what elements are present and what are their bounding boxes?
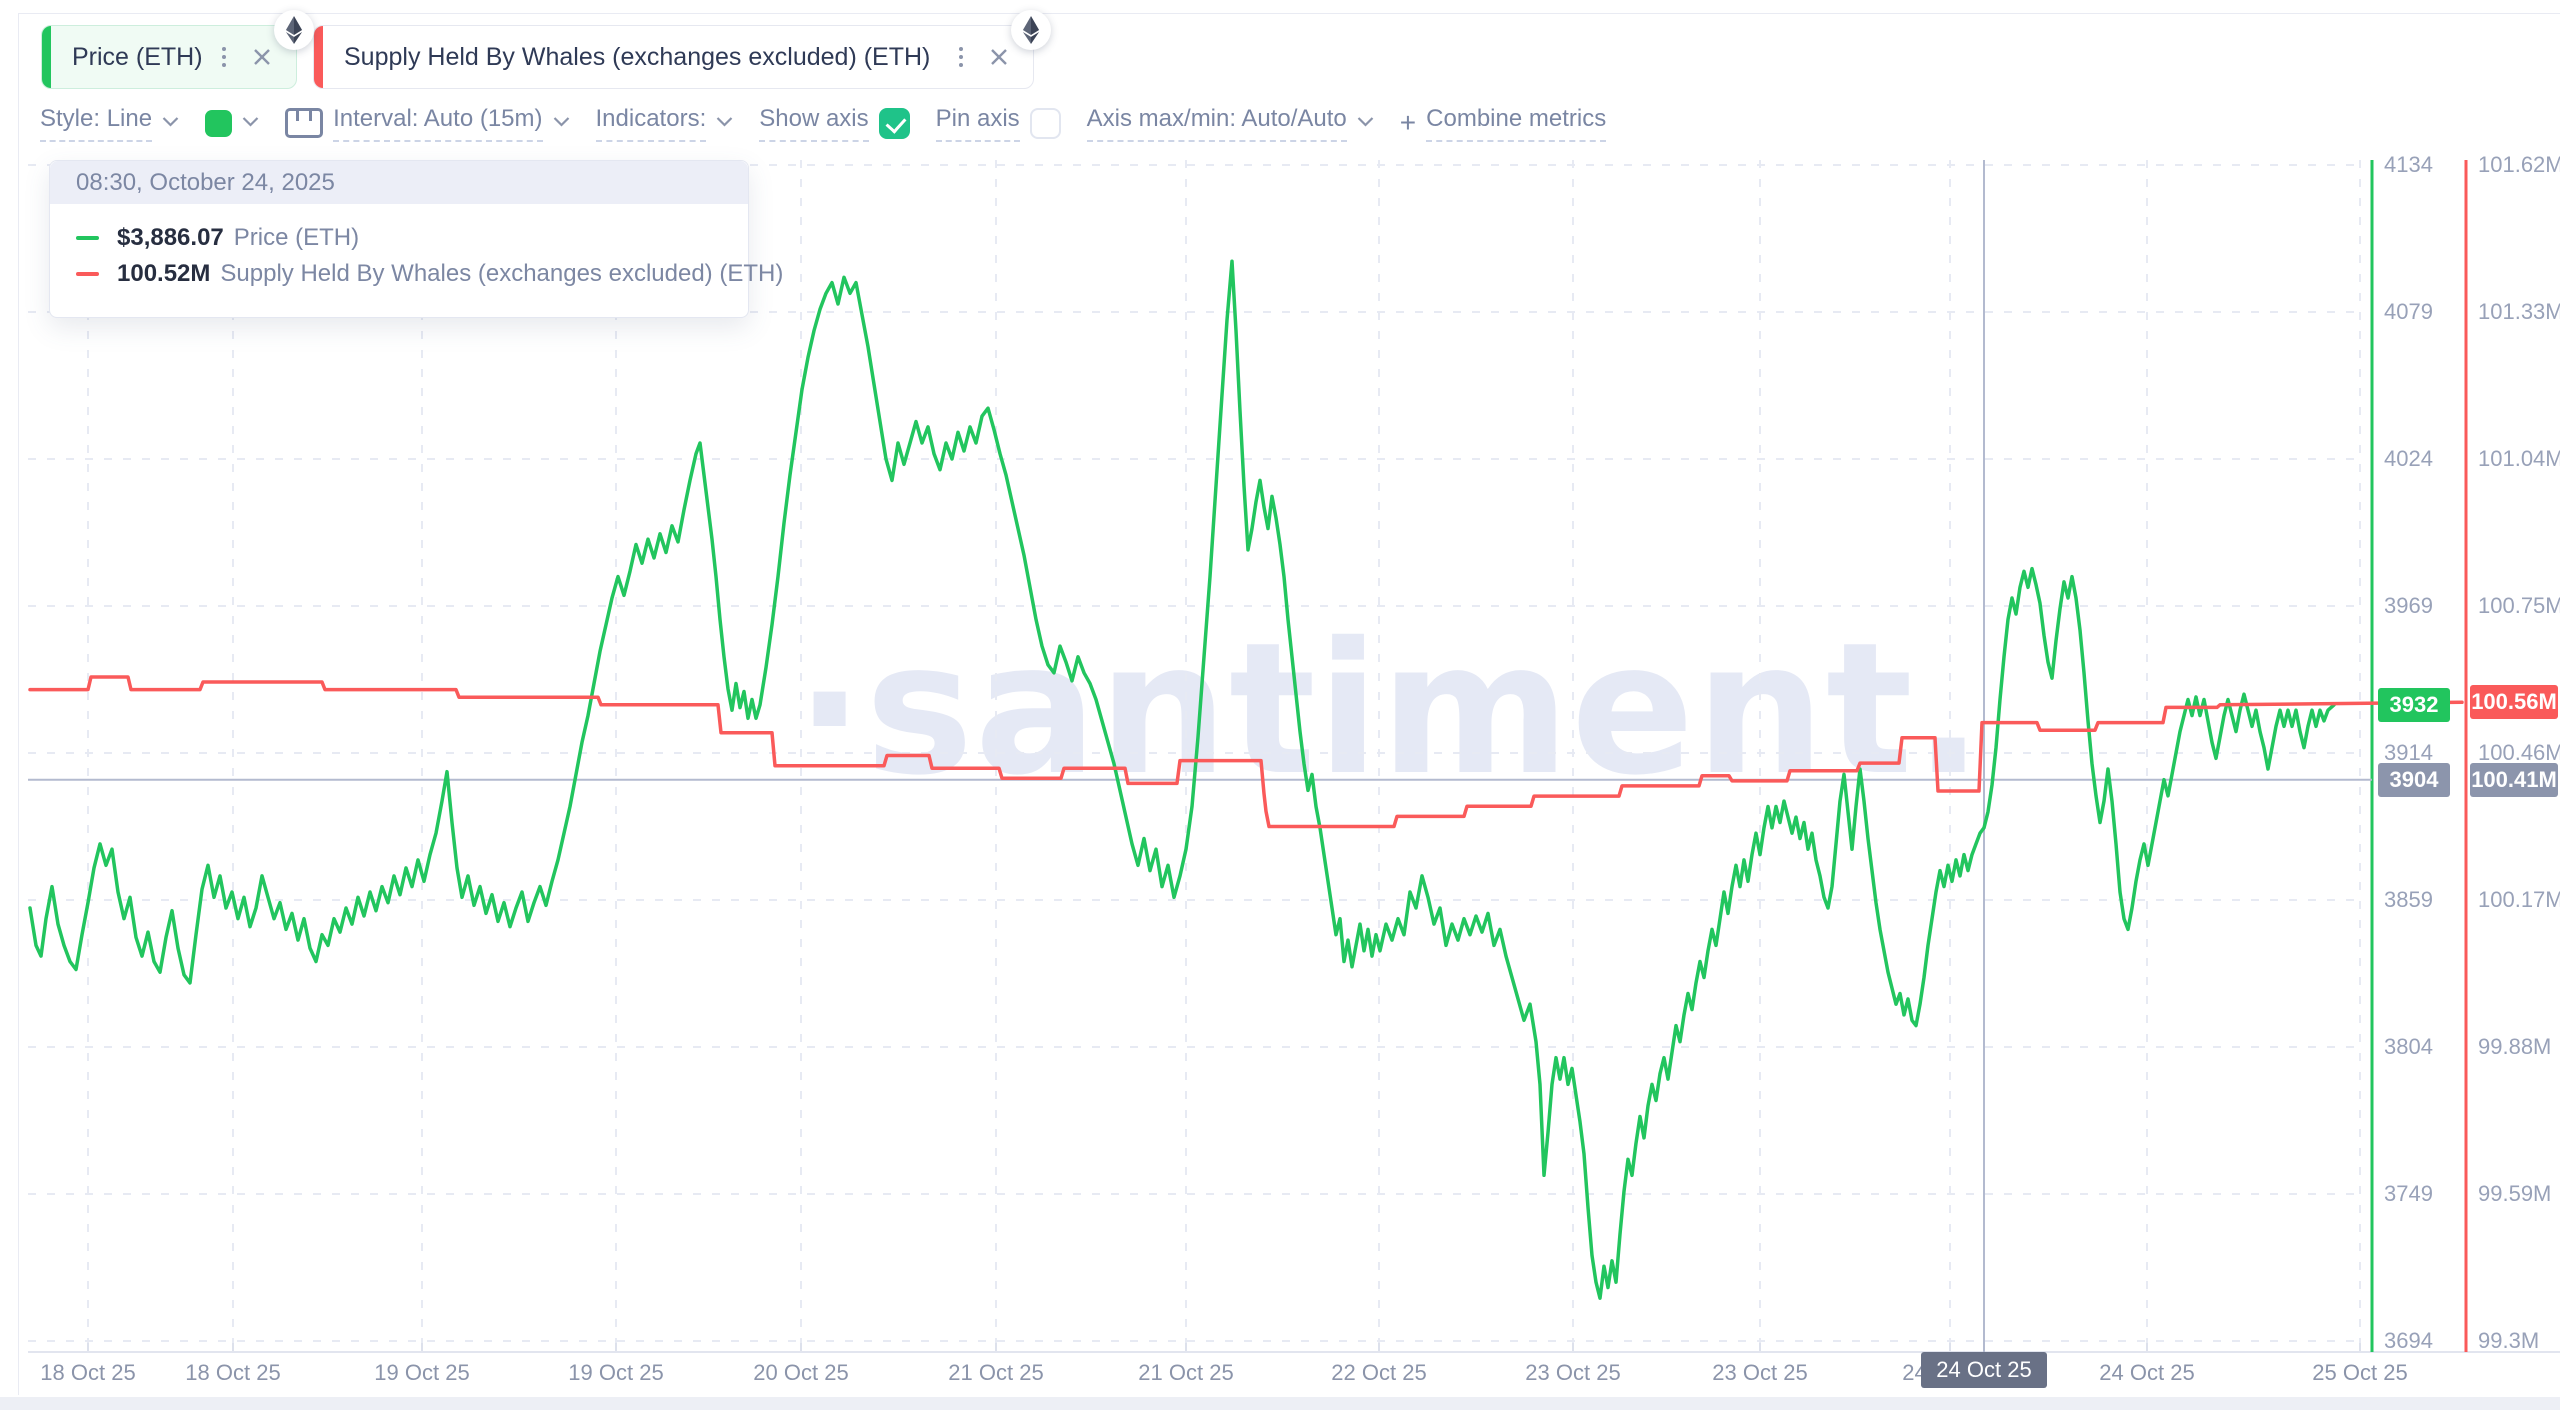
ethereum-icon bbox=[1011, 10, 1051, 50]
chart-tooltip: 08:30, October 24, 2025 $3,886.07 Price (… bbox=[49, 160, 783, 318]
x-axis-date-label: 21 Oct 25 bbox=[1138, 1360, 1234, 1385]
supply-tick-label: 100.17M bbox=[2478, 887, 2560, 912]
price-tick-label: 3804 bbox=[2384, 1034, 2433, 1059]
x-axis-date-label: 23 Oct 25 bbox=[1712, 1360, 1808, 1385]
supply-tick-label: 100.46M bbox=[2478, 740, 2560, 765]
combine-metrics-button[interactable]: + Combine metrics bbox=[1399, 105, 1607, 142]
tab-supply-whales-eth[interactable]: Supply Held By Whales (exchanges exclude… bbox=[313, 25, 1034, 89]
price-tick-label: 3969 bbox=[2384, 593, 2433, 618]
crosshair-date-badge: 24 Oct 25 bbox=[1921, 1352, 2047, 1388]
price-tick-label: 4134 bbox=[2384, 152, 2433, 177]
x-axis-date-label: 24 Oct 25 bbox=[2099, 1360, 2195, 1385]
x-axis-date-label: 20 Oct 25 bbox=[753, 1360, 849, 1385]
interval-label: Interval: Auto (15m) bbox=[333, 105, 543, 142]
legend-dash-icon bbox=[76, 272, 99, 276]
tab-price-eth[interactable]: Price (ETH) bbox=[41, 25, 297, 89]
x-axis-date-label: 23 Oct 25 bbox=[1525, 1360, 1621, 1385]
price-tick-label: 4024 bbox=[2384, 446, 2433, 471]
kebab-menu-icon[interactable] bbox=[955, 43, 967, 71]
supply-tick-label: 101.04M bbox=[2478, 446, 2560, 471]
plus-icon: + bbox=[1399, 107, 1417, 138]
axis-maxmin-dropdown[interactable]: Axis max/min: Auto/Auto bbox=[1086, 105, 1374, 142]
tooltip-timestamp: 08:30, October 24, 2025 bbox=[50, 161, 748, 204]
x-axis-date-label: 22 Oct 25 bbox=[1331, 1360, 1427, 1385]
chevron-down-icon bbox=[553, 116, 569, 127]
panel-top-border bbox=[18, 13, 2560, 14]
supply-tick-label: 99.88M bbox=[2478, 1034, 2552, 1059]
price-tick-label: 3859 bbox=[2384, 887, 2433, 912]
pin-axis-toggle[interactable]: Pin axis bbox=[935, 105, 1061, 142]
style-label: Style: Line bbox=[40, 105, 153, 142]
price-current-badge: 3932 bbox=[2378, 687, 2450, 722]
x-axis-date-label: 18 Oct 25 bbox=[185, 1360, 281, 1385]
tab-label: Supply Held By Whales (exchanges exclude… bbox=[344, 42, 931, 71]
x-axis-date-label: 18 Oct 25 bbox=[40, 1360, 136, 1385]
price-tick-label: 3694 bbox=[2384, 1328, 2433, 1353]
panel-left-border bbox=[18, 13, 19, 1395]
kebab-menu-icon[interactable] bbox=[218, 43, 230, 71]
tab-accent-bar bbox=[314, 26, 323, 88]
tooltip-metric-label: Supply Held By Whales (exchanges exclude… bbox=[220, 260, 784, 287]
tooltip-value: 100.52M bbox=[117, 260, 211, 287]
indicators-dropdown[interactable]: Indicators: bbox=[595, 105, 734, 142]
legend-dash-icon bbox=[76, 236, 99, 240]
close-icon[interactable] bbox=[252, 47, 272, 67]
tooltip-metric-label: Price (ETH) bbox=[233, 224, 360, 251]
show-axis-checkbox[interactable] bbox=[878, 107, 910, 139]
chart-toolbar: Style: Line Interval: Auto (15m) Indicat… bbox=[40, 100, 1607, 146]
supply-tick-label: 99.59M bbox=[2478, 1181, 2552, 1206]
price-tick-label: 4079 bbox=[2384, 299, 2433, 324]
supply-tick-label: 99.3M bbox=[2478, 1328, 2540, 1353]
chevron-down-icon bbox=[1357, 116, 1374, 127]
style-dropdown[interactable]: Style: Line bbox=[40, 105, 179, 142]
chevron-down-icon bbox=[242, 116, 259, 127]
tooltip-value: $3,886.07 bbox=[117, 224, 224, 251]
chevron-down-icon bbox=[162, 116, 179, 127]
chevron-down-icon bbox=[716, 116, 733, 127]
show-axis-toggle[interactable]: Show axis bbox=[759, 105, 910, 142]
supply-tick-label: 101.62M bbox=[2478, 152, 2560, 177]
bottom-strip bbox=[0, 1397, 2560, 1410]
axis-maxmin-label: Axis max/min: Auto/Auto bbox=[1086, 105, 1347, 142]
price-crosshair-badge: 3904 bbox=[2378, 762, 2450, 797]
supply-current-badge: 100.56M bbox=[2470, 685, 2558, 720]
x-axis-date-label: 19 Oct 25 bbox=[568, 1360, 664, 1385]
tab-accent-bar bbox=[42, 26, 51, 88]
x-axis-date-label: 19 Oct 25 bbox=[374, 1360, 470, 1385]
indicators-label: Indicators: bbox=[595, 105, 707, 142]
metric-color-swatch[interactable] bbox=[205, 109, 233, 137]
supply-tick-label: 101.33M bbox=[2478, 299, 2560, 324]
price-tick-label: 3749 bbox=[2384, 1181, 2433, 1206]
tooltip-row: 100.52M Supply Held By Whales (exchanges … bbox=[76, 256, 783, 292]
close-icon[interactable] bbox=[989, 47, 1009, 67]
price-tick-label: 3914 bbox=[2384, 740, 2433, 765]
supply-crosshair-badge: 100.41M bbox=[2470, 762, 2558, 797]
pin-axis-label: Pin axis bbox=[935, 105, 1020, 142]
pin-axis-checkbox[interactable] bbox=[1029, 107, 1061, 139]
tooltip-body: $3,886.07 Price (ETH) 100.52M Supply Held B… bbox=[50, 204, 783, 292]
ethereum-icon bbox=[274, 10, 314, 50]
show-axis-label: Show axis bbox=[759, 105, 869, 142]
interval-icon bbox=[285, 108, 324, 138]
tab-label: Price (ETH) bbox=[72, 42, 203, 71]
x-axis-date-label: 21 Oct 25 bbox=[948, 1360, 1044, 1385]
color-picker-dropdown[interactable] bbox=[205, 109, 259, 137]
combine-metrics-label: Combine metrics bbox=[1426, 105, 1607, 142]
interval-dropdown[interactable]: Interval: Auto (15m) bbox=[285, 105, 569, 142]
x-axis-date-label: 25 Oct 25 bbox=[2312, 1360, 2408, 1385]
supply-tick-label: 100.75M bbox=[2478, 593, 2560, 618]
tooltip-row: $3,886.07 Price (ETH) bbox=[76, 220, 748, 256]
